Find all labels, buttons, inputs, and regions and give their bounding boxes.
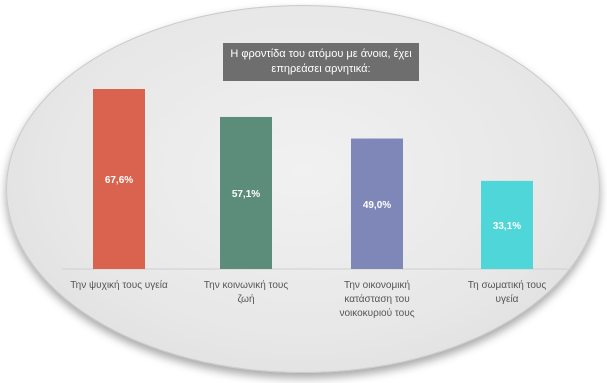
category-label-mental-health: Την ψυχική τους υγεία <box>70 280 168 291</box>
bar-value-label-mental-health: 67,6% <box>105 175 133 186</box>
bar-value-label-physical-health: 33,1% <box>493 221 521 232</box>
bars-group <box>93 89 533 269</box>
chart-title: Η φροντίδα του ατόμου με άνοια, έχει επη… <box>223 43 419 81</box>
bar-physical-health <box>481 180 533 269</box>
bar-social-life <box>220 116 272 269</box>
bar-value-label-household-finances: 49,0% <box>363 200 391 211</box>
category-label-physical-health: Τη σωματική τους υγεία <box>467 280 547 305</box>
bar-household-finances <box>351 138 403 269</box>
bar-value-label-social-life: 57,1% <box>232 189 260 200</box>
category-label-social-life: Την κοινωνική τους ζωή <box>203 280 289 305</box>
bar-value-labels-group: 67,6% 57,1% 49,0% 33,1% <box>105 175 521 232</box>
category-label-household-finances: Την οικονομική κατάσταση του νοικοκυριού… <box>339 280 415 319</box>
bar-mental-health <box>93 89 145 269</box>
